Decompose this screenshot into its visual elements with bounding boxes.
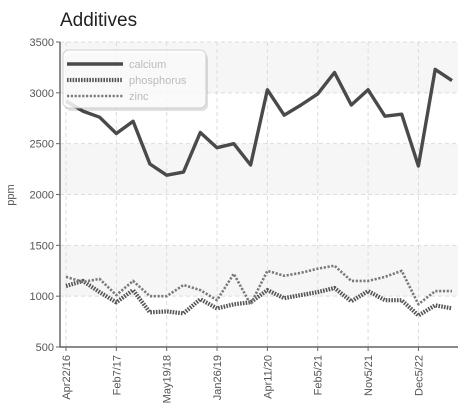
x-tick-label: Apr11/20 xyxy=(262,355,274,399)
x-tick-label: Apr22/16 xyxy=(61,355,73,400)
series-line-phosphorus xyxy=(65,278,453,318)
series-lines xyxy=(65,67,453,318)
x-tick-label: Jan26/19 xyxy=(212,355,224,400)
y-tick-label: 3000 xyxy=(30,88,54,100)
y-tick-label: 2500 xyxy=(30,139,54,151)
legend: calcium phosphorus zinc xyxy=(62,49,208,111)
legend-label-calcium: calcium xyxy=(129,59,166,71)
y-tick-label: 3500 xyxy=(30,37,54,49)
series-line-calcium xyxy=(65,67,453,177)
x-tick-label: Feb7/17 xyxy=(111,355,123,395)
plot-band xyxy=(60,143,458,195)
chart-title: Additives xyxy=(60,10,137,31)
series-line-zinc xyxy=(65,264,452,306)
x-tick-label: Dec5/22 xyxy=(413,355,425,396)
y-axis-ticks: 500 1000 1500 2000 2500 3000 3500 xyxy=(30,37,60,354)
plot-band xyxy=(60,245,458,297)
y-axis-label: ppm xyxy=(5,184,17,205)
y-tick-label: 500 xyxy=(36,342,54,354)
legend-label-phosphorus: phosphorus xyxy=(129,75,187,87)
x-tick-label: Nov5/21 xyxy=(363,355,375,396)
y-tick-label: 2000 xyxy=(30,190,54,202)
y-tick-label: 1000 xyxy=(30,291,54,303)
legend-label-zinc: zinc xyxy=(129,91,149,103)
y-tick-label: 1500 xyxy=(30,240,54,252)
x-tick-label: May19/18 xyxy=(162,355,174,403)
x-axis-ticks: Apr22/16 Feb7/17 May19/18 Jan26/19 Apr11/20 F… xyxy=(61,347,425,403)
x-tick-label: Feb5/21 xyxy=(313,355,325,395)
